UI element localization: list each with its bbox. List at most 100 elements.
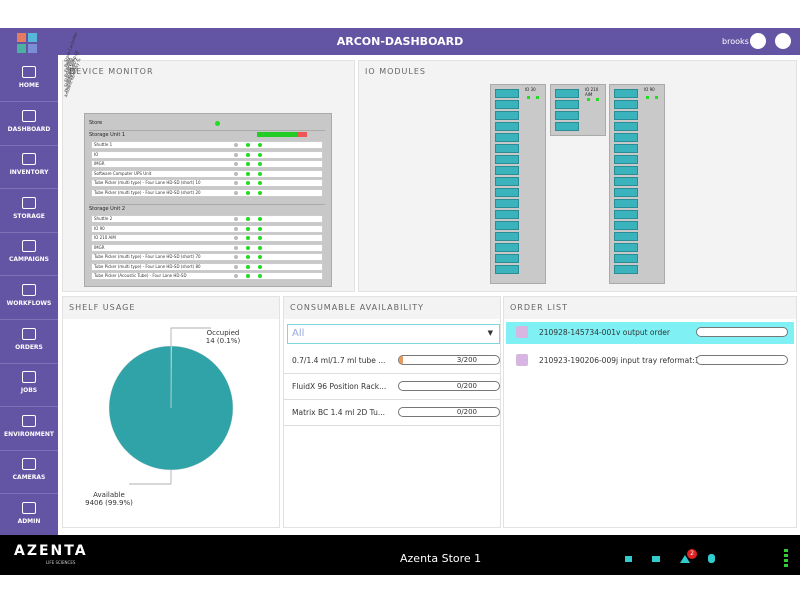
device-row: Shuttle 1 — [91, 141, 323, 149]
io-slot — [614, 265, 638, 274]
level-icon — [784, 549, 788, 569]
unit-header: Storage Unit 1 — [89, 130, 325, 139]
nav-item[interactable]: CAMPAIGNS — [0, 232, 58, 277]
io-modules-panel: IO MODULES IO 30 IO 210 AIM IO 90 — [358, 60, 797, 292]
nav-item[interactable]: HOME — [0, 58, 58, 102]
io-slot — [495, 155, 519, 164]
logo[interactable] — [17, 33, 37, 53]
order-row[interactable]: 210928-145734-001v output order — [506, 322, 794, 344]
nav-item[interactable]: ENVIRONMENT — [0, 407, 58, 451]
consumable-name: Matrix BC 1.4 ml 2D Tu... — [292, 408, 385, 417]
brand: AZENTA — [14, 543, 88, 559]
io-slot — [555, 111, 579, 120]
checkbox[interactable] — [516, 326, 528, 338]
nav-item[interactable]: CAMERAS — [0, 450, 58, 495]
progress-bar — [696, 355, 788, 365]
io-slot — [495, 133, 519, 142]
led — [536, 96, 539, 99]
device-row: IMGR — [91, 160, 323, 168]
nav-icon — [22, 502, 36, 514]
nav-item[interactable]: ORDERS — [0, 320, 58, 364]
nav-item[interactable]: INVENTORY — [0, 145, 58, 190]
sidebar: HOME DASHBOARD INVENTORY STORAGE CAMPAIGNS WO… — [0, 28, 58, 538]
nav-icon — [22, 196, 36, 209]
consumable-name: 0.7/1.4 ml/1.7 ml tube ... — [292, 356, 386, 365]
slice-name: Available — [93, 491, 125, 499]
device-row: Tube Picker (multi type) - Four Lane HD-… — [91, 253, 323, 261]
led — [587, 98, 590, 101]
order-row[interactable]: 210923-190206-009j input tray reformat:1 — [506, 350, 794, 372]
progress-bar: 3/200 — [398, 355, 500, 365]
db-icon[interactable] — [708, 554, 715, 563]
status-dot — [246, 226, 250, 231]
nav-label: ENVIRONMENT — [4, 430, 54, 438]
nav-item[interactable]: JOBS — [0, 363, 58, 408]
device-row: Shuttle 2 — [91, 215, 323, 223]
module-label: IO 210 AIM — [585, 87, 599, 97]
nav-label: ADMIN — [17, 518, 41, 525]
checkbox[interactable] — [516, 354, 528, 366]
io-slot — [614, 155, 638, 164]
io-slot — [555, 100, 579, 109]
led — [655, 96, 658, 99]
nav-item[interactable]: STORAGE — [0, 189, 58, 233]
module-label: IO 30 — [525, 87, 536, 92]
apps-button[interactable] — [775, 33, 791, 49]
status-dot — [258, 181, 262, 185]
io-slot — [614, 89, 638, 98]
status-dot — [234, 190, 238, 195]
io-slot — [495, 243, 519, 252]
device-table: Store Storage Unit 1 Shuttle 1 IO IMGR Softwa… — [84, 113, 332, 287]
io-slot — [614, 199, 638, 208]
status-dot — [258, 236, 262, 240]
panel-title: DEVICE MONITOR — [69, 67, 154, 76]
filter-value: All — [292, 328, 305, 339]
status-dot — [246, 255, 250, 259]
order-id: 210923-190206-009j input tray reformat:1 — [539, 356, 700, 365]
nav-item[interactable]: WORKFLOWS — [0, 276, 58, 320]
filter-dropdown[interactable]: All ▼ — [287, 324, 500, 344]
consumable-row: Matrix BC 1.4 ml 2D Tu... 0/200 — [284, 400, 500, 426]
alert-icon[interactable] — [680, 555, 690, 563]
io-slot — [495, 188, 519, 197]
lock-icon[interactable] — [625, 556, 632, 562]
consumable-name: FluidX 96 Position Rack... — [292, 382, 387, 391]
app-title: ARCON-DASHBOARD — [336, 35, 464, 48]
status-dot — [258, 245, 262, 250]
progress-bar: 0/200 — [398, 381, 500, 391]
user-button[interactable] — [750, 33, 766, 49]
status-dot — [234, 236, 238, 240]
nav-icon — [22, 284, 36, 296]
progress-fill — [399, 356, 403, 364]
store-label: Store — [89, 120, 103, 126]
nav-icon — [22, 109, 36, 122]
progress-bar: 0/200 — [398, 407, 500, 417]
nav-label: STORAGE — [13, 212, 45, 220]
username: brooks — [722, 37, 749, 46]
nav-label: WORKFLOWS — [6, 300, 52, 307]
nav-icon — [22, 66, 36, 78]
store-name: Azenta Store 1 — [400, 552, 482, 565]
io-slot — [614, 100, 638, 109]
consumable-row: FluidX 96 Position Rack... 0/200 — [284, 374, 500, 400]
io-slot — [614, 111, 638, 120]
status-dot — [215, 121, 220, 126]
status-dot — [234, 255, 238, 259]
leader-line — [129, 470, 172, 485]
cart-icon[interactable] — [652, 556, 660, 562]
status-dot — [246, 152, 250, 157]
consumable-row: 0.7/1.4 ml/1.7 ml tube ... 3/200 — [284, 348, 500, 374]
status-dot — [246, 190, 250, 195]
status-dot — [258, 274, 262, 278]
nav-item[interactable]: DASHBOARD — [0, 102, 58, 146]
progress-bar — [696, 327, 788, 337]
status-dot — [246, 162, 250, 166]
io-slot — [495, 144, 519, 153]
consumables-panel: CONSUMABLE AVAILABILITY All ▼ 0.7/1.4 ml/… — [283, 296, 501, 528]
nav-item[interactable]: ADMIN — [0, 494, 58, 538]
io-slot — [614, 177, 638, 186]
alert-badge: 2 — [687, 549, 697, 559]
slice-name: Occupied — [207, 329, 240, 337]
nav-label: ORDERS — [15, 343, 43, 351]
nav-label: CAMERAS — [12, 474, 46, 482]
